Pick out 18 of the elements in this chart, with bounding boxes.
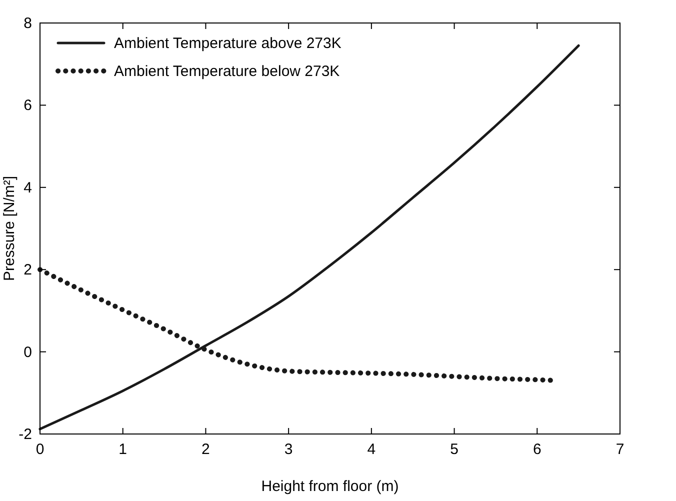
legend-label: Ambient Temperature above 273K xyxy=(114,35,342,52)
x-tick-label: 6 xyxy=(532,441,542,458)
x-tick-label: 0 xyxy=(36,441,44,458)
y-tick-label: -2 xyxy=(18,426,32,443)
y-tick-label: 2 xyxy=(24,262,32,279)
y-tick-label: 0 xyxy=(24,344,32,361)
x-tick-label: 3 xyxy=(284,441,293,458)
y-tick-label: 6 xyxy=(24,97,32,114)
x-tick-label: 2 xyxy=(202,441,210,458)
x-axis-title: Height from floor (m) xyxy=(261,478,399,495)
x-tick-label: 5 xyxy=(450,441,458,458)
legend-label: Ambient Temperature below 273K xyxy=(114,63,340,80)
x-tick-label: 4 xyxy=(367,441,376,458)
y-axis-title: Pressure [N/m²] xyxy=(1,176,18,282)
y-tick-label: 4 xyxy=(24,179,32,196)
x-tick-label: 1 xyxy=(118,441,128,458)
x-tick-label: 7 xyxy=(616,441,624,458)
y-tick-label: 8 xyxy=(24,15,32,32)
